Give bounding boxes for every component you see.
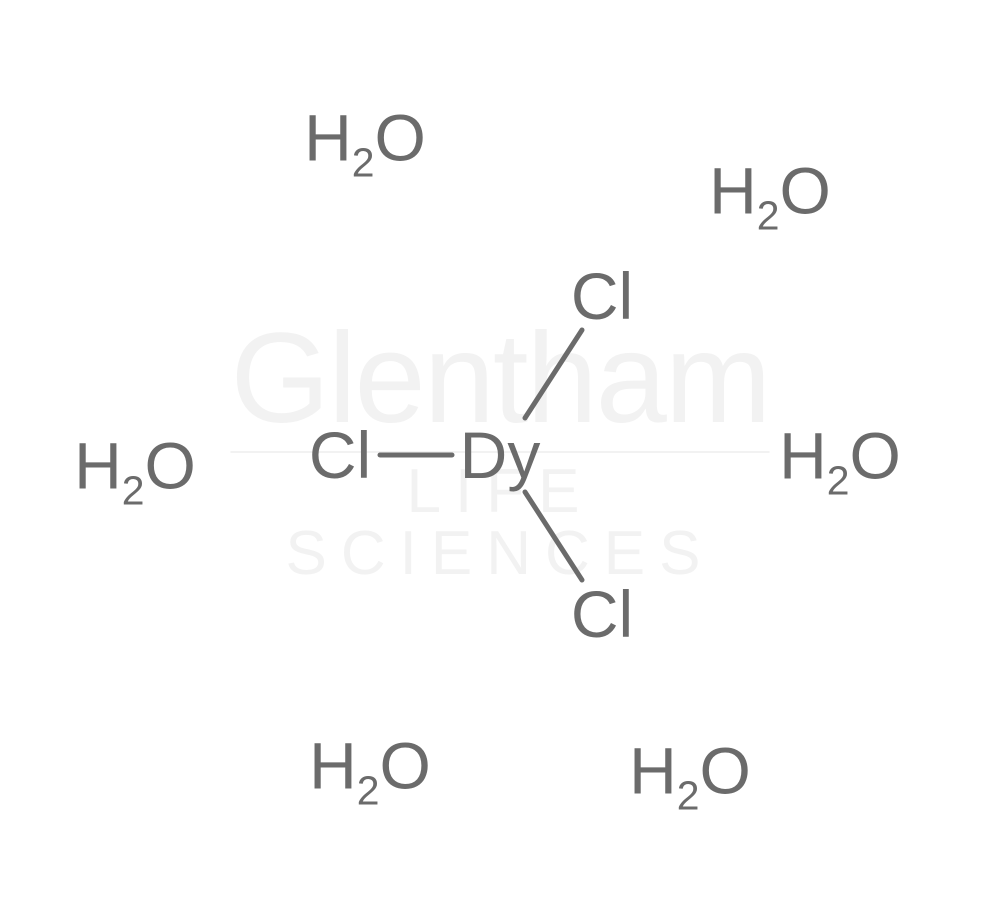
molecule-h2o: H2O bbox=[779, 417, 901, 502]
diagram-canvas: Glentham LIFE SCIENCES Dy Cl Cl Cl H2O H… bbox=[0, 0, 1000, 900]
atom-cl: Cl bbox=[571, 576, 633, 652]
molecule-h2o: H2O bbox=[309, 727, 431, 812]
molecule-h2o: H2O bbox=[629, 732, 751, 817]
atom-cl: Cl bbox=[571, 258, 633, 334]
bond-cl-lower bbox=[525, 492, 582, 580]
molecule-h2o: H2O bbox=[304, 99, 426, 184]
molecule-h2o: H2O bbox=[74, 427, 196, 512]
atom-cl: Cl bbox=[309, 417, 371, 493]
molecule-h2o: H2O bbox=[709, 152, 831, 237]
atom-dy: Dy bbox=[460, 417, 541, 493]
bond-cl-upper bbox=[525, 330, 582, 418]
